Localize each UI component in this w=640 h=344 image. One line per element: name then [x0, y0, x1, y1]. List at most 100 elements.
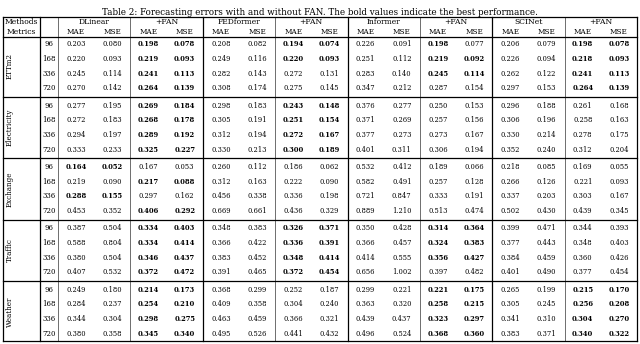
- Text: MAE: MAE: [212, 28, 230, 36]
- Text: 0.266: 0.266: [500, 178, 520, 186]
- Text: 336: 336: [42, 192, 56, 200]
- Text: 0.336: 0.336: [283, 239, 304, 247]
- Text: 0.292: 0.292: [174, 207, 195, 215]
- Text: 0.472: 0.472: [174, 268, 195, 276]
- Text: 0.299: 0.299: [248, 286, 267, 293]
- Text: 0.194: 0.194: [283, 40, 304, 49]
- Text: 0.334: 0.334: [138, 224, 159, 232]
- Text: 0.312: 0.312: [211, 178, 230, 186]
- Text: 0.352: 0.352: [102, 207, 122, 215]
- Text: 0.192: 0.192: [174, 131, 195, 139]
- Text: 0.261: 0.261: [573, 101, 593, 110]
- Text: 0.273: 0.273: [392, 131, 412, 139]
- Text: 0.169: 0.169: [573, 163, 593, 171]
- Text: 0.078: 0.078: [174, 40, 195, 49]
- Text: 336: 336: [42, 315, 56, 323]
- Text: 0.219: 0.219: [67, 178, 86, 186]
- Text: MSE: MSE: [610, 28, 628, 36]
- Text: Methods: Methods: [4, 18, 38, 26]
- Text: 0.114: 0.114: [102, 70, 122, 78]
- Text: Metrics: Metrics: [7, 28, 36, 36]
- Text: +FAN: +FAN: [444, 18, 468, 26]
- Text: 0.191: 0.191: [465, 192, 484, 200]
- Text: MSE: MSE: [103, 28, 121, 36]
- Text: 0.414: 0.414: [174, 239, 195, 247]
- Text: 0.406: 0.406: [138, 207, 159, 215]
- Text: 0.163: 0.163: [609, 116, 628, 124]
- Text: 0.356: 0.356: [428, 254, 449, 262]
- Text: 0.401: 0.401: [500, 268, 520, 276]
- Text: 0.206: 0.206: [500, 40, 520, 49]
- Text: 0.377: 0.377: [573, 268, 593, 276]
- Text: 0.454: 0.454: [319, 268, 340, 276]
- Text: 0.170: 0.170: [608, 286, 630, 293]
- Text: 0.348: 0.348: [573, 239, 593, 247]
- Text: MAE: MAE: [429, 28, 447, 36]
- Text: 0.456: 0.456: [211, 192, 230, 200]
- Text: 0.453: 0.453: [67, 207, 86, 215]
- Text: 0.062: 0.062: [319, 163, 339, 171]
- Text: 0.383: 0.383: [463, 239, 484, 247]
- Text: Traffic: Traffic: [6, 238, 13, 262]
- Text: 720: 720: [42, 207, 56, 215]
- Text: 0.273: 0.273: [428, 131, 448, 139]
- Text: 0.358: 0.358: [247, 300, 267, 308]
- Text: 0.325: 0.325: [138, 146, 159, 154]
- Text: +FAN: +FAN: [155, 18, 178, 26]
- Text: 0.191: 0.191: [247, 116, 267, 124]
- Text: 0.240: 0.240: [537, 146, 556, 154]
- Text: 0.363: 0.363: [356, 300, 376, 308]
- Text: 0.257: 0.257: [428, 178, 447, 186]
- Text: 0.252: 0.252: [284, 286, 303, 293]
- Text: 0.320: 0.320: [392, 300, 412, 308]
- Text: 0.504: 0.504: [102, 254, 122, 262]
- Text: 0.208: 0.208: [608, 300, 630, 308]
- Text: 0.432: 0.432: [319, 330, 339, 338]
- Text: 0.214: 0.214: [537, 131, 556, 139]
- Text: 0.078: 0.078: [608, 40, 630, 49]
- Text: 0.323: 0.323: [428, 315, 449, 323]
- Text: 0.269: 0.269: [392, 116, 412, 124]
- Text: 0.311: 0.311: [392, 146, 412, 154]
- Text: 0.360: 0.360: [573, 254, 593, 262]
- Text: 0.383: 0.383: [247, 224, 267, 232]
- Text: 0.203: 0.203: [67, 40, 86, 49]
- Text: 168: 168: [42, 239, 56, 247]
- Text: 0.249: 0.249: [67, 286, 86, 293]
- Text: 0.145: 0.145: [319, 84, 339, 93]
- Text: 0.377: 0.377: [356, 131, 376, 139]
- Text: 0.414: 0.414: [356, 254, 376, 262]
- Text: 0.269: 0.269: [138, 101, 159, 110]
- Text: 0.471: 0.471: [537, 224, 556, 232]
- Text: 0.153: 0.153: [465, 101, 484, 110]
- Text: 0.272: 0.272: [283, 131, 304, 139]
- Text: 0.112: 0.112: [247, 163, 267, 171]
- Text: 720: 720: [42, 330, 56, 338]
- Text: 0.093: 0.093: [609, 55, 630, 63]
- Text: 0.218: 0.218: [500, 163, 520, 171]
- Text: 0.183: 0.183: [102, 116, 122, 124]
- Text: 0.282: 0.282: [211, 70, 230, 78]
- Text: 0.661: 0.661: [247, 207, 267, 215]
- Text: 0.348: 0.348: [211, 224, 230, 232]
- Text: 0.397: 0.397: [428, 268, 448, 276]
- Text: 0.186: 0.186: [284, 163, 303, 171]
- Text: 0.283: 0.283: [356, 70, 375, 78]
- Text: 0.305: 0.305: [211, 116, 230, 124]
- Text: 0.377: 0.377: [500, 239, 520, 247]
- Text: 336: 336: [42, 131, 56, 139]
- Text: 0.368: 0.368: [211, 286, 230, 293]
- Text: 0.490: 0.490: [537, 268, 556, 276]
- Text: 0.094: 0.094: [537, 55, 556, 63]
- Text: 0.090: 0.090: [319, 178, 339, 186]
- Text: 0.502: 0.502: [500, 207, 520, 215]
- Text: 0.326: 0.326: [283, 224, 304, 232]
- Text: 0.306: 0.306: [500, 116, 520, 124]
- Text: 0.496: 0.496: [356, 330, 375, 338]
- Text: 0.465: 0.465: [247, 268, 267, 276]
- Text: 0.376: 0.376: [356, 101, 376, 110]
- Text: 0.272: 0.272: [284, 70, 303, 78]
- Text: 0.350: 0.350: [356, 224, 375, 232]
- Text: 0.341: 0.341: [500, 315, 520, 323]
- Text: 0.222: 0.222: [284, 178, 303, 186]
